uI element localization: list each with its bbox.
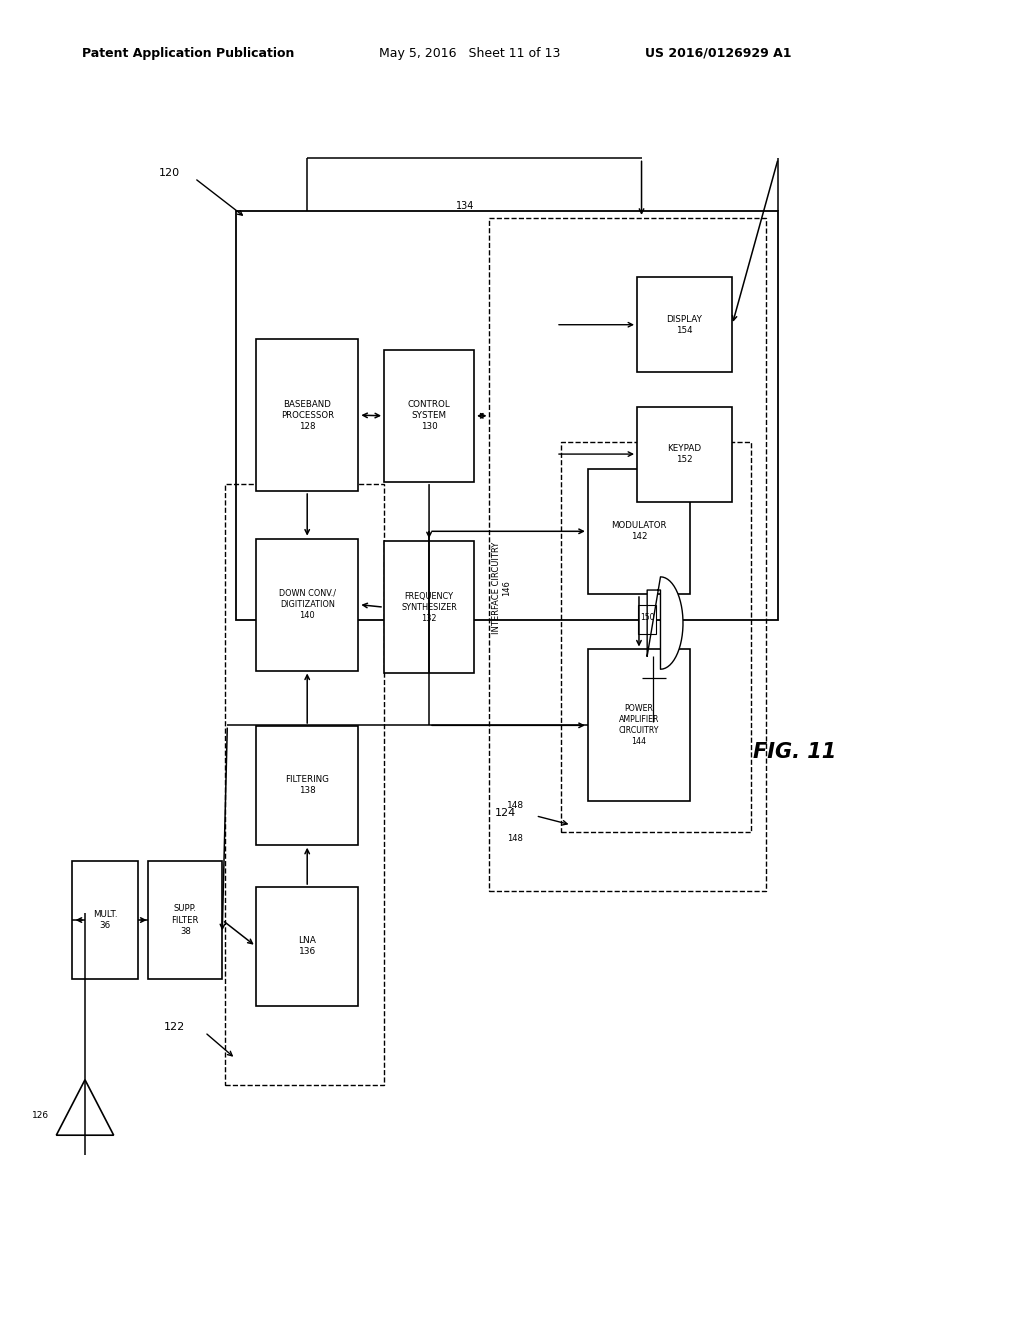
Text: SUPP.
FILTER
38: SUPP. FILTER 38 [172,904,199,936]
Text: 124: 124 [495,808,516,818]
Polygon shape [647,577,683,669]
Bar [256,539,358,671]
Text: Patent Application Publication: Patent Application Publication [82,46,294,59]
Bar [561,442,751,832]
Text: 148: 148 [507,834,523,842]
Text: 134: 134 [456,201,474,211]
Bar [588,649,690,801]
Text: BASEBAND
PROCESSOR
128: BASEBAND PROCESSOR 128 [281,400,334,430]
Text: US 2016/0126929 A1: US 2016/0126929 A1 [645,46,792,59]
Bar [225,484,384,1085]
Text: 120: 120 [159,168,180,178]
Text: 122: 122 [164,1022,185,1032]
Text: MULT.
36: MULT. 36 [93,909,117,931]
Text: DISPLAY
154: DISPLAY 154 [667,314,702,335]
Text: KEYPAD
152: KEYPAD 152 [668,444,701,465]
Text: FILTERING
138: FILTERING 138 [286,775,329,796]
Text: DOWN CONV./
DIGITIZATION
140: DOWN CONV./ DIGITIZATION 140 [279,589,336,620]
Text: 150: 150 [640,614,654,622]
Bar [637,277,732,372]
Bar [588,469,690,594]
Bar [256,887,358,1006]
Bar [384,541,474,673]
Text: INTERFACE CIRCUITRY
146: INTERFACE CIRCUITRY 146 [493,543,511,634]
Text: FREQUENCY
SYNTHESIZER
132: FREQUENCY SYNTHESIZER 132 [401,591,457,623]
Text: CONTROL
SYSTEM
130: CONTROL SYSTEM 130 [408,400,451,432]
Bar [637,407,732,502]
Text: LNA
136: LNA 136 [298,936,316,957]
Bar [148,861,222,979]
Text: 126: 126 [32,1111,49,1119]
Text: FIG. 11: FIG. 11 [753,742,836,763]
Text: POWER
AMPLIFIER
CIRCUITRY
144: POWER AMPLIFIER CIRCUITRY 144 [618,704,659,747]
Bar [638,605,656,634]
Bar [256,726,358,845]
Bar [72,861,138,979]
Bar [236,211,778,620]
Bar [256,339,358,491]
Bar [384,350,474,482]
Text: May 5, 2016   Sheet 11 of 13: May 5, 2016 Sheet 11 of 13 [379,46,560,59]
Bar [489,218,766,891]
Text: MODULATOR
142: MODULATOR 142 [611,521,667,541]
Text: 148: 148 [507,801,523,809]
